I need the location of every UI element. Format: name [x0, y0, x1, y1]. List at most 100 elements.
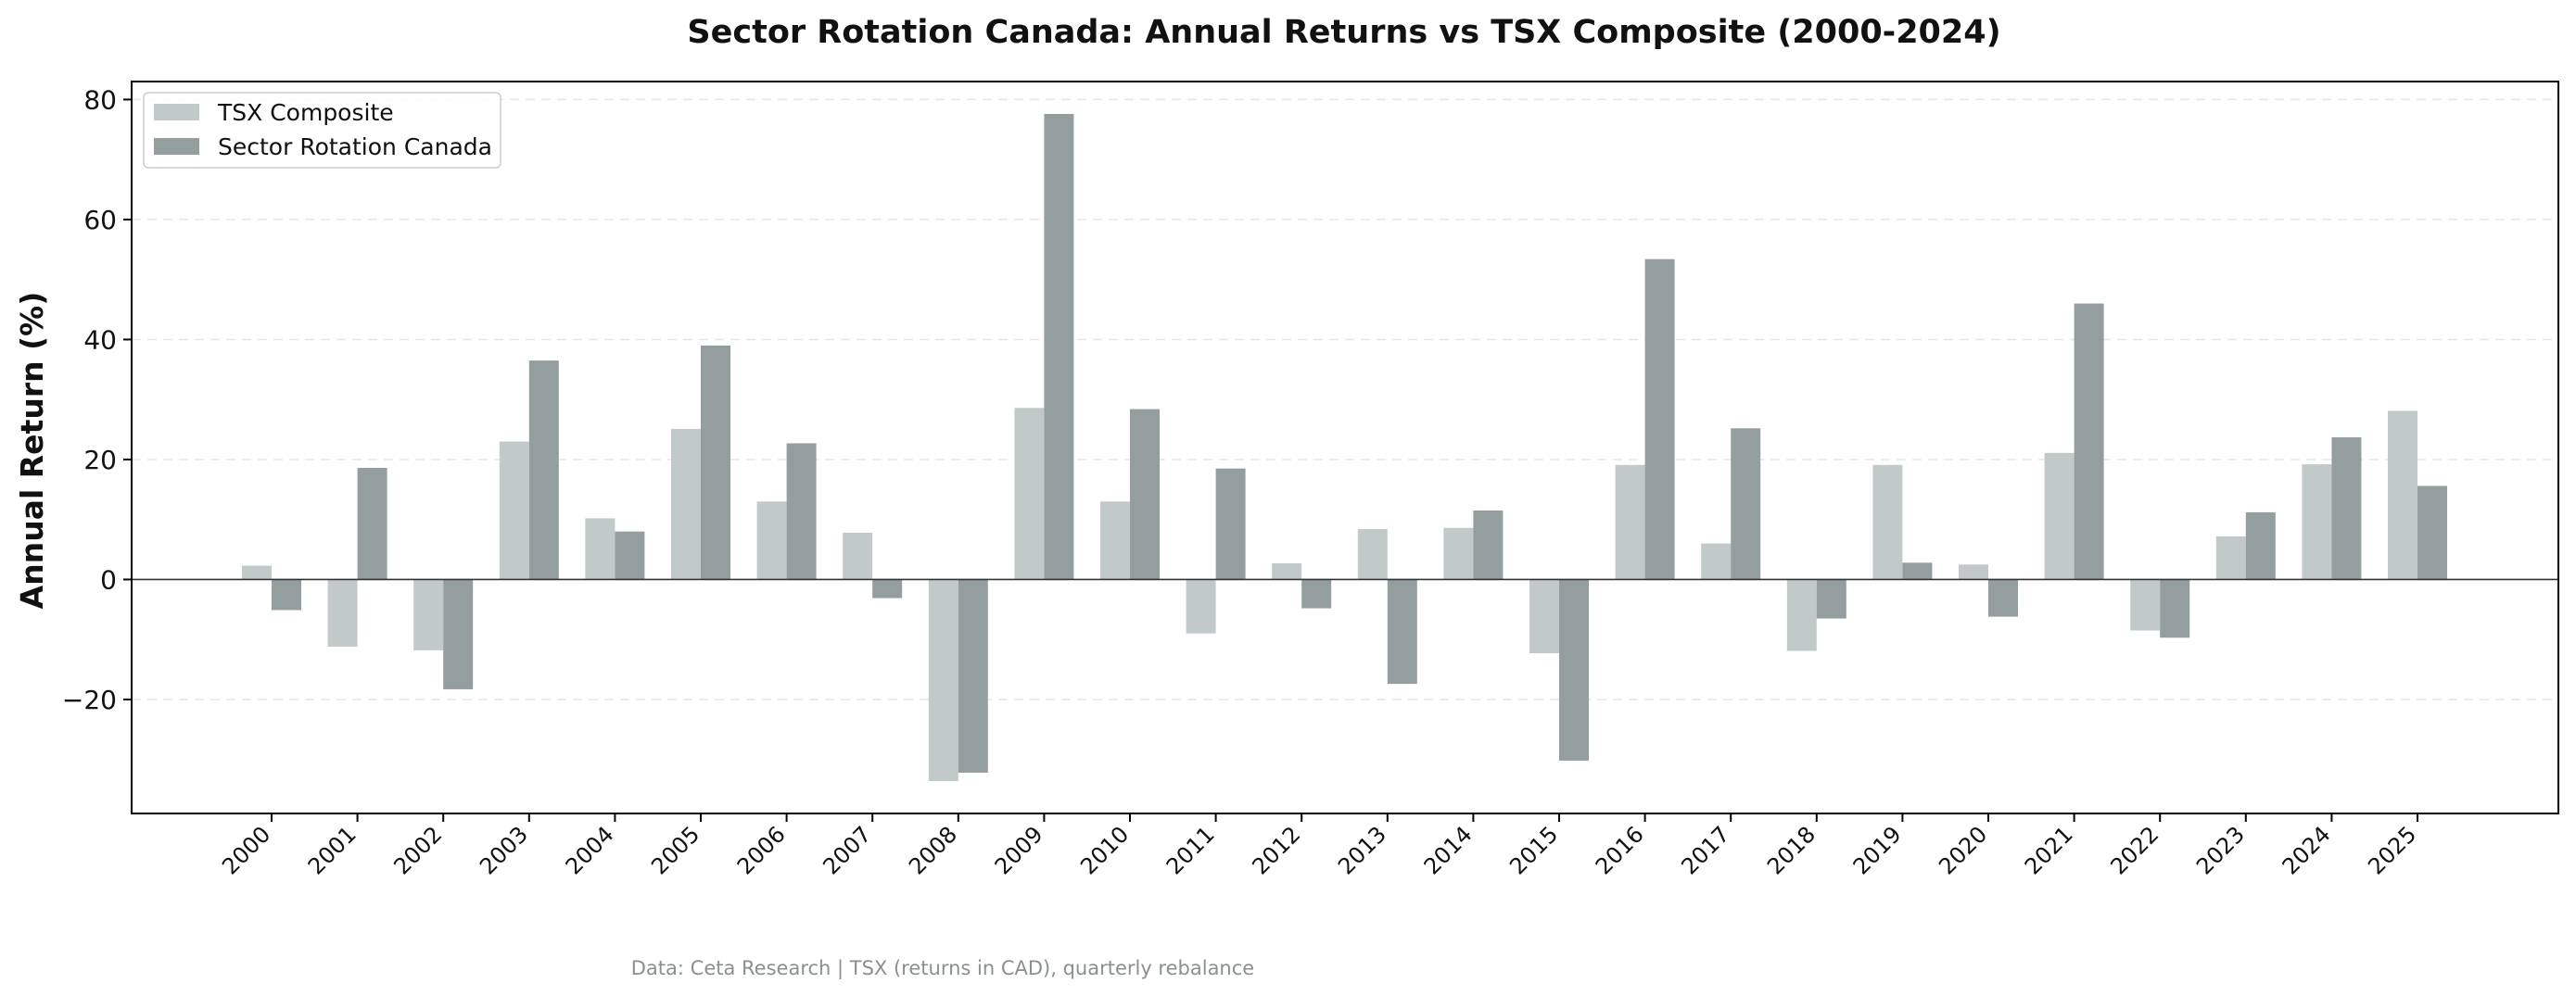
bar-tsx-2005 [671, 428, 701, 580]
bar-strategy-2023 [2245, 511, 2276, 580]
x-tick-label-2003: 2003 [475, 821, 533, 879]
bar-tsx-2011 [1186, 579, 1216, 634]
x-tick-label-2006: 2006 [732, 821, 791, 879]
x-tick-label-2002: 2002 [388, 821, 447, 879]
legend-swatch-strategy [154, 138, 199, 155]
x-tick-label-2007: 2007 [818, 821, 876, 879]
bar-strategy-2006 [786, 443, 817, 580]
grid-layer [132, 98, 2558, 700]
bar-tsx-2009 [1014, 408, 1045, 580]
x-tick-label-2023: 2023 [2191, 821, 2250, 879]
x-tick-label-2016: 2016 [1591, 821, 1649, 879]
bar-tsx-2020 [1959, 564, 1988, 580]
bar-tsx-2000 [242, 565, 272, 580]
legend-label-tsx: TSX Composite [217, 99, 394, 126]
legend-swatch-tsx [154, 104, 199, 120]
x-tick-label-2009: 2009 [990, 821, 1048, 879]
bar-tsx-2001 [327, 579, 358, 647]
legend-label-strategy: Sector Rotation Canada [218, 133, 492, 160]
bar-tsx-2016 [1615, 464, 1645, 580]
x-tick-label-2000: 2000 [217, 821, 275, 879]
bar-strategy-2014 [1473, 510, 1504, 580]
bar-tsx-2024 [2302, 464, 2332, 580]
y-axis-label: Annual Return (%) [14, 292, 50, 610]
x-tick-label-2013: 2013 [1333, 821, 1391, 879]
bars-layer [242, 113, 2447, 782]
x-tick-label-2025: 2025 [2363, 821, 2421, 879]
x-tick-label-2021: 2021 [2020, 821, 2078, 879]
bar-strategy-2015 [1559, 579, 1589, 762]
bar-strategy-2001 [357, 468, 387, 580]
bar-tsx-2003 [499, 441, 529, 580]
x-tick-label-2024: 2024 [2278, 821, 2336, 879]
bar-tsx-2021 [2044, 452, 2075, 580]
y-tick-label-2: 40 [83, 324, 117, 355]
x-tick-label-2001: 2001 [303, 821, 362, 879]
chart-title: Sector Rotation Canada: Annual Returns v… [687, 14, 2000, 51]
y-tick-label-1: 60 [83, 205, 117, 235]
bar-tsx-2006 [756, 501, 787, 580]
bar-tsx-2007 [843, 532, 873, 580]
bar-strategy-2005 [701, 345, 730, 580]
bar-strategy-2025 [2417, 485, 2447, 580]
x-tick-label-2015: 2015 [1504, 821, 1563, 879]
x-tick-label-2018: 2018 [1762, 821, 1821, 879]
bar-tsx-2019 [1872, 464, 1903, 580]
bar-tsx-2017 [1701, 543, 1732, 580]
x-tick-label-2005: 2005 [646, 821, 704, 879]
bar-strategy-2008 [958, 579, 988, 773]
bar-tsx-2004 [585, 518, 615, 580]
bar-strategy-2018 [1816, 579, 1846, 619]
x-tick-label-2020: 2020 [1934, 821, 1992, 879]
bar-tsx-2002 [413, 579, 444, 650]
bar-strategy-2012 [1301, 579, 1332, 609]
data-source-caption: Data: Ceta Research | TSX (returns in CA… [631, 957, 1254, 980]
bar-strategy-2021 [2074, 303, 2104, 580]
plot-frame [131, 81, 2559, 814]
bar-strategy-2002 [443, 579, 474, 689]
bar-strategy-2024 [2331, 436, 2362, 580]
y-tick-label-4: 0 [100, 564, 117, 595]
x-tick-label-2010: 2010 [1075, 821, 1134, 879]
legend: TSX Composite Sector Rotation Canada [143, 92, 501, 169]
legend-frame [143, 92, 501, 169]
bar-tsx-2012 [1272, 562, 1302, 580]
x-tick-label-2004: 2004 [561, 821, 619, 879]
bar-tsx-2013 [1357, 529, 1388, 580]
bar-tsx-2018 [1786, 579, 1817, 651]
bar-strategy-2013 [1387, 579, 1417, 685]
x-tick-label-2022: 2022 [2105, 821, 2164, 879]
y-tick-label-5: −20 [62, 685, 117, 715]
x-tick-label-2017: 2017 [1676, 821, 1734, 879]
y-tick-label-0: 80 [83, 84, 117, 115]
bar-strategy-2010 [1130, 409, 1160, 580]
bar-tsx-2008 [928, 579, 958, 782]
bar-tsx-2014 [1443, 527, 1474, 580]
bar-tsx-2015 [1529, 579, 1559, 654]
bar-tsx-2023 [2215, 536, 2246, 580]
bar-strategy-2011 [1215, 468, 1246, 580]
bar-tsx-2010 [1100, 501, 1130, 580]
bar-strategy-2019 [1902, 562, 1933, 580]
bar-strategy-2000 [272, 579, 301, 611]
x-ticks: 2000 2001 2002 2003 2004 2005 2006 2007 2008 2009… [217, 813, 2421, 879]
x-tick-label-2012: 2012 [1247, 821, 1305, 879]
bar-strategy-2020 [1988, 579, 2018, 617]
bar-strategy-2022 [2160, 579, 2190, 638]
x-tick-label-2014: 2014 [1419, 821, 1478, 879]
x-tick-label-2011: 2011 [1161, 821, 1220, 879]
bar-strategy-2007 [872, 579, 903, 599]
bar-strategy-2017 [1731, 428, 1761, 580]
bar-tsx-2025 [2388, 410, 2417, 580]
axes-layer [131, 81, 2559, 814]
bar-tsx-2022 [2130, 579, 2161, 631]
bar-strategy-2003 [528, 360, 559, 580]
bar-strategy-2004 [615, 531, 645, 580]
y-tick-label-3: 20 [83, 445, 117, 475]
x-tick-label-2019: 2019 [1848, 821, 1907, 879]
bar-strategy-2016 [1644, 258, 1675, 580]
x-tick-label-2008: 2008 [904, 821, 962, 879]
y-ticks: 80 60 40 20 0 −20 [62, 84, 132, 715]
